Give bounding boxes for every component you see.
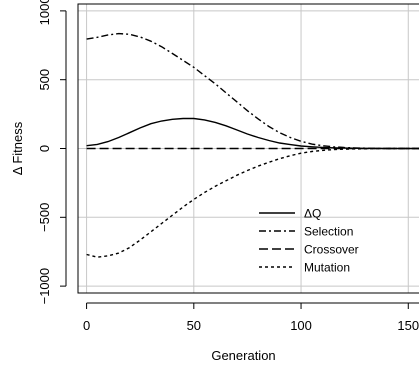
grid	[78, 4, 419, 293]
x-tick-label-2: 100	[290, 318, 312, 333]
y-tick-label-0: −1000	[37, 268, 52, 305]
x-axis: 0 50 100 150	[83, 302, 419, 333]
x-axis-label: Generation	[211, 348, 275, 363]
series-line-q-0	[86, 117, 419, 150]
legend-label-1: Selection	[304, 225, 353, 239]
y-tick-label-1: −500	[37, 203, 52, 232]
series-lines	[86, 32, 419, 258]
y-axis: −1000 −500 0 500 1000	[37, 0, 67, 305]
legend-label-3: Mutation	[304, 261, 350, 275]
y-axis-label: Δ Fitness	[10, 121, 25, 175]
series-line-mutation-3	[86, 147, 419, 258]
y-tick-label-4: 1000	[37, 0, 52, 25]
y-tick-label-3: 500	[37, 69, 52, 91]
x-tick-label-1: 50	[187, 318, 201, 333]
y-tick-label-2: 0	[37, 145, 52, 152]
legend: ΔQ Selection Crossover Mutation	[259, 207, 359, 275]
plot-frame	[77, 3, 419, 294]
series-line-selection-1	[86, 32, 419, 150]
legend-label-0: ΔQ	[304, 207, 321, 221]
legend-label-2: Crossover	[304, 243, 359, 257]
x-tick-label-3: 150	[397, 318, 419, 333]
x-tick-label-0: 0	[83, 318, 90, 333]
